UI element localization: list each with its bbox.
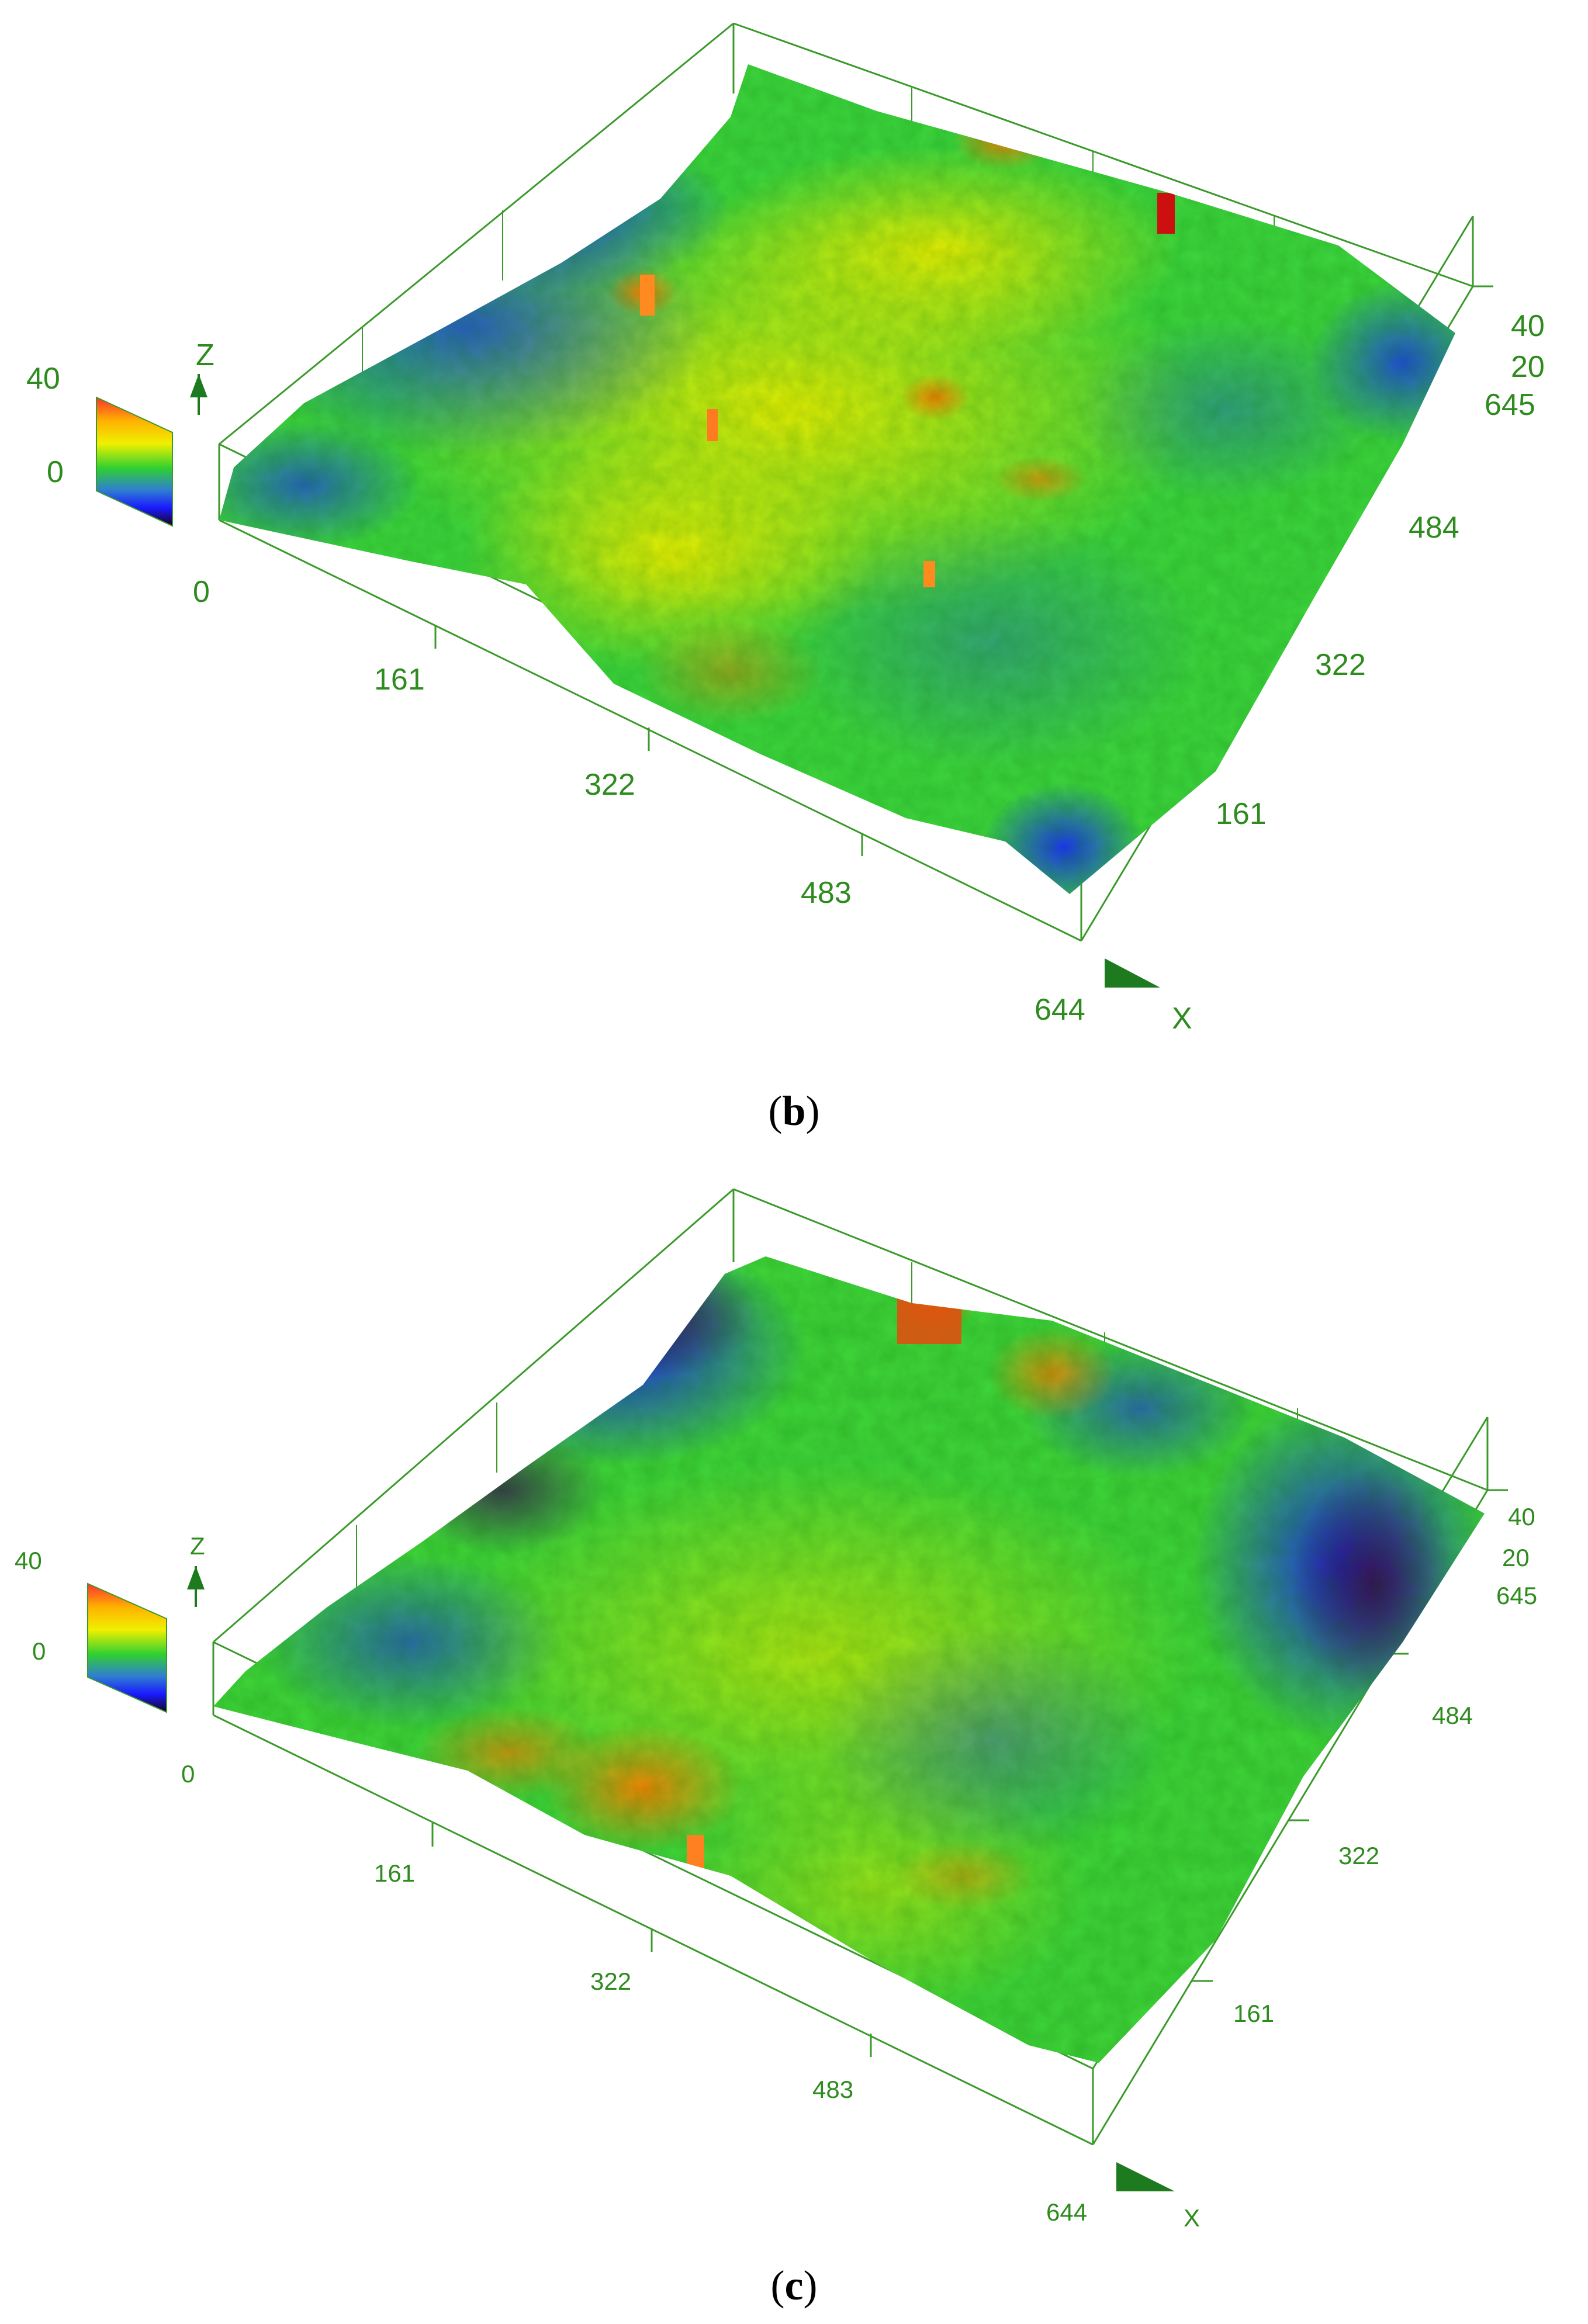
colorbar-tick-top: 40 <box>15 1547 42 1574</box>
z-tick-20: 20 <box>1511 350 1545 384</box>
caption-b: (b) <box>0 1087 1588 1135</box>
z-axis-label: Z <box>190 1532 205 1560</box>
x-tick-161: 161 <box>374 1859 415 1887</box>
y-tick-484: 484 <box>1409 511 1459 545</box>
colorbar-c <box>87 1582 167 1713</box>
caption-c: (c) <box>0 2261 1588 2310</box>
colorbar-b <box>96 396 173 527</box>
surface-plot-c: 40 0 Z X 0 161 322 483 644 161 322 484 6… <box>0 1186 1588 2261</box>
caption-letter-b: b <box>782 1087 806 1134</box>
y-tick-645: 645 <box>1485 388 1535 422</box>
y-tick-322: 322 <box>1315 648 1366 682</box>
caption-close: ) <box>803 2262 818 2309</box>
x-tick-0: 0 <box>193 575 210 609</box>
z-axis-arrow <box>190 374 207 415</box>
x-tick-644: 644 <box>1035 993 1085 1027</box>
x-axis-label: X <box>1172 1002 1192 1035</box>
x-tick-322: 322 <box>584 768 635 802</box>
surface-c <box>213 1256 1485 2063</box>
surface-plot-c-svg: 40 0 Z X 0 161 322 483 644 161 322 484 6… <box>15 1188 1537 2232</box>
surface-plot-b: 40 0 Z X 0 161 322 483 644 161 322 484 6… <box>0 0 1588 1075</box>
x-axis-label: X <box>1184 2204 1200 2232</box>
x-axis-arrow <box>1105 958 1160 988</box>
surface-plot-b-svg: 40 0 Z X 0 161 322 483 644 161 322 484 6… <box>26 22 1545 1035</box>
caption-open: ( <box>770 2262 785 2309</box>
z-tick-40: 40 <box>1508 1503 1535 1530</box>
x-tick-483: 483 <box>801 876 852 910</box>
caption-close: ) <box>805 1087 820 1134</box>
x-tick-483: 483 <box>812 2076 853 2103</box>
colorbar-tick-bottom: 0 <box>32 1637 46 1665</box>
y-tick-161: 161 <box>1216 797 1267 831</box>
x-tick-0: 0 <box>181 1760 195 1788</box>
z-axis-label: Z <box>196 338 214 372</box>
y-tick-645: 645 <box>1496 1582 1537 1609</box>
y-tick-161: 161 <box>1233 2000 1274 2027</box>
x-axis-arrow <box>1116 2162 1175 2191</box>
y-tick-484: 484 <box>1432 1702 1473 1729</box>
x-tick-644: 644 <box>1046 2198 1087 2226</box>
z-tick-40: 40 <box>1511 309 1545 343</box>
colorbar-tick-top: 40 <box>26 362 60 396</box>
colorbar-tick-bottom: 0 <box>47 455 64 489</box>
caption-open: ( <box>768 1087 783 1134</box>
z-axis-arrow <box>187 1566 205 1607</box>
x-tick-322: 322 <box>590 1968 631 1995</box>
z-tick-20: 20 <box>1502 1544 1530 1571</box>
y-tick-322: 322 <box>1338 1842 1379 1869</box>
x-tick-161: 161 <box>374 663 425 697</box>
caption-letter-c: c <box>784 2262 804 2309</box>
surface-b <box>219 64 1455 894</box>
